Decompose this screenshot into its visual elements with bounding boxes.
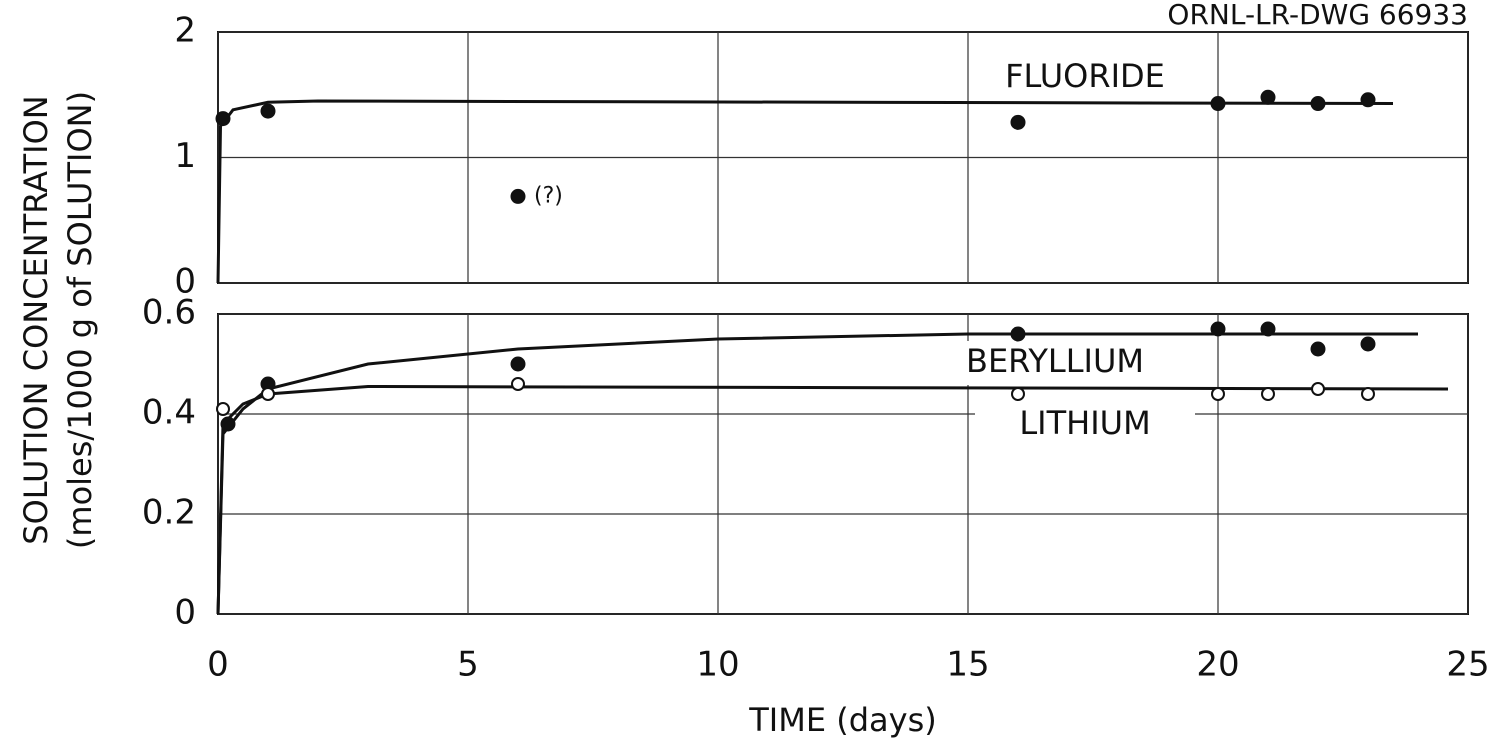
label-gap bbox=[945, 341, 1165, 385]
data-point bbox=[510, 188, 526, 204]
series-label: FLUORIDE bbox=[1005, 57, 1165, 95]
label-gap bbox=[975, 56, 1195, 100]
drawing-number: ORNL-LR-DWG 66933 bbox=[1167, 0, 1468, 31]
series-label: LITHIUM bbox=[1019, 404, 1150, 442]
data-point bbox=[1310, 341, 1326, 357]
data-point bbox=[1261, 387, 1275, 401]
data-point bbox=[261, 387, 275, 401]
x-tick-label: 20 bbox=[1196, 645, 1239, 685]
data-point bbox=[1010, 326, 1026, 342]
data-point bbox=[1211, 387, 1225, 401]
y-tick-label: 1 bbox=[174, 136, 196, 176]
x-tick-label: 10 bbox=[696, 645, 739, 685]
x-tick-label: 25 bbox=[1446, 645, 1489, 685]
data-point bbox=[1360, 92, 1376, 108]
data-point bbox=[1311, 382, 1325, 396]
y-tick-label: 0.4 bbox=[142, 393, 196, 433]
y-axis-label: (moles/1000 g of SOLUTION) bbox=[61, 91, 99, 549]
y-axis-label: SOLUTION CONCENTRATION bbox=[17, 95, 55, 544]
fit-curve bbox=[216, 332, 1418, 615]
y-tick-label: 0.2 bbox=[142, 493, 196, 533]
x-tick-label: 5 bbox=[457, 645, 479, 685]
series-label: BERYLLIUM bbox=[966, 342, 1144, 380]
data-point bbox=[1260, 89, 1276, 105]
data-point bbox=[1210, 96, 1226, 112]
data-point bbox=[510, 356, 526, 372]
x-axis-label: TIME (days) bbox=[748, 701, 936, 739]
y-tick-label: 0.6 bbox=[142, 293, 196, 333]
fit-curve bbox=[216, 99, 1394, 284]
data-point bbox=[216, 402, 230, 416]
x-tick-label: 0 bbox=[207, 645, 229, 685]
data-point bbox=[1361, 387, 1375, 401]
data-point bbox=[1310, 96, 1326, 112]
y-tick-label: 2 bbox=[174, 11, 196, 51]
data-point bbox=[1260, 321, 1276, 337]
y-tick-label: 0 bbox=[174, 262, 196, 302]
data-point bbox=[260, 103, 276, 119]
x-tick-label: 15 bbox=[946, 645, 989, 685]
data-point bbox=[1360, 336, 1376, 352]
annotation: (?) bbox=[534, 183, 563, 208]
data-point bbox=[215, 111, 231, 127]
data-point bbox=[1210, 321, 1226, 337]
data-point bbox=[511, 377, 525, 391]
label-gap bbox=[975, 403, 1195, 447]
fit-curve bbox=[216, 384, 1449, 615]
data-point bbox=[1011, 387, 1025, 401]
y-tick-label: 0 bbox=[174, 593, 196, 633]
data-point bbox=[1010, 114, 1026, 130]
